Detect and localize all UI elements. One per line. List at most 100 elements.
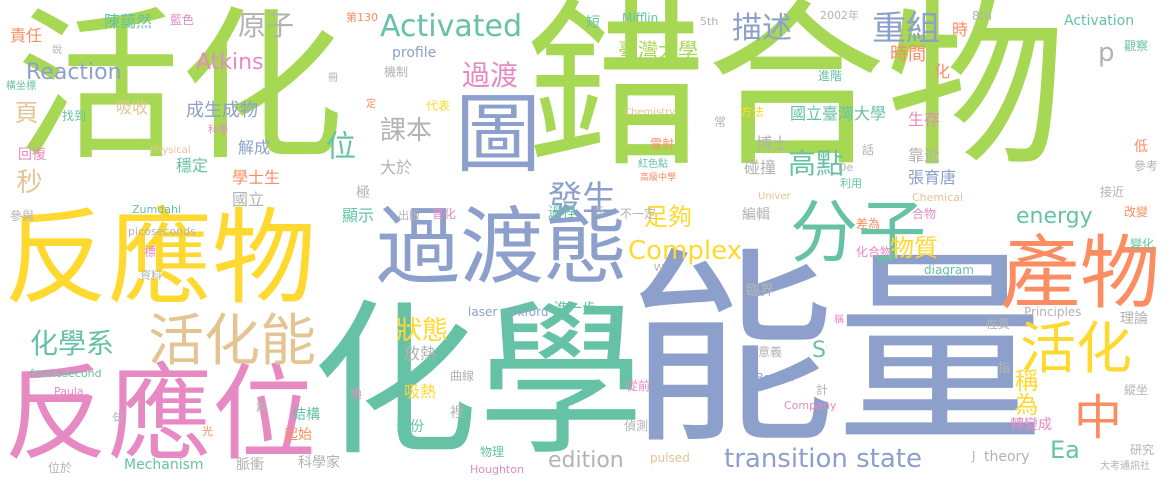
word-li: 裡 [450, 405, 464, 421]
word-guancha: 觀察 [1124, 39, 1149, 53]
word-dayu: 大於 [380, 158, 413, 177]
word-zeren: 責任 [10, 26, 43, 45]
word-chemical: Chemical [912, 191, 964, 204]
word-shengcun: 生存 [908, 110, 941, 129]
word-kexue: 科學 [208, 125, 228, 136]
word-zhangyutang: 張育唐 [908, 168, 957, 187]
word-hengzuo: 橫坐標 [6, 81, 36, 92]
word-oxford: Oxford [508, 305, 549, 319]
word-hua: 化 [934, 62, 951, 81]
word-taiwan-daxue: 臺灣大學 [618, 38, 698, 62]
word-zugou: 足夠 [644, 203, 692, 231]
word-8th: 8th [972, 9, 992, 23]
word-zhuanbian: 轉變成 [1010, 417, 1052, 433]
word-biao: 標 [144, 245, 157, 259]
word-paula: Paula [54, 385, 84, 398]
word-shijian: 時間 [890, 44, 926, 65]
word-linjie: 臨界 [746, 283, 774, 299]
word-theory: theory [984, 449, 1030, 465]
word-edition: edition [548, 448, 624, 473]
word-leishe: 雷射 [650, 137, 675, 151]
word-huahewu: 化合物 [856, 245, 893, 259]
word-ju: 句 [112, 411, 125, 425]
word-xueshisheng: 學士生 [232, 168, 281, 187]
word-boston: Boston [756, 371, 795, 384]
word-guodu: 過渡 [462, 59, 519, 92]
word-picoseconds: picoseconds [128, 225, 196, 238]
word-pengzhuang: 碰撞 [744, 158, 777, 177]
word-ji: 極 [356, 185, 370, 201]
word-fanyingwu: 反應物 [4, 197, 317, 319]
word-huohuaneng: 活化能 [148, 309, 316, 374]
word-energy: energy [1016, 204, 1093, 229]
word-physical: Physical [150, 145, 191, 156]
word-complex: Complex [628, 236, 743, 266]
word-huaxuexi: 化學系 [30, 327, 115, 360]
word-principles: Principles [1024, 305, 1082, 319]
word-guoli-taiwan: 國立臺灣大學 [790, 104, 887, 123]
word-gaoji: 高級中學 [640, 173, 677, 183]
word-profile: profile [392, 45, 437, 61]
word-chengwei: 稱為 [1010, 368, 1038, 416]
word-jizhi: 機制 [384, 65, 409, 79]
word-xire: 吸熱 [404, 382, 437, 401]
word-zumdahl: Zumdahl [132, 203, 181, 216]
word-daibiao: 代表 [426, 99, 451, 113]
word-zhong: 中 [1074, 390, 1123, 446]
word-jinyibu: 進一步 [554, 301, 596, 317]
word-ye: 頁 [10, 100, 38, 124]
word-guocheng: 過程 [548, 205, 576, 221]
word-xianshi: 顯示 [342, 206, 375, 225]
word-xishou: 吸收 [116, 98, 149, 117]
word-duan: 短 [586, 15, 600, 31]
word-zhi: 指 [998, 361, 1011, 375]
word-ea: Ea [1050, 436, 1080, 464]
word-quxian: 曲線 [450, 369, 475, 383]
word-weiyu: 位於 [48, 461, 73, 475]
word-yanjiu: 研究 [1130, 443, 1155, 457]
word-jisuan: 計 [816, 383, 829, 397]
word-laser: laser [468, 305, 498, 319]
word-gaodian: 高點 [788, 147, 845, 180]
word-fangre: 放熱 [404, 344, 437, 363]
word-kaojin: 靠近 [908, 146, 941, 165]
word-lanse: 藍色 [170, 13, 195, 27]
word-j: J [972, 449, 976, 463]
word-cuohewu: 錯合物 [526, 0, 1067, 192]
word-zhence: 偵測 [624, 419, 649, 433]
word-yuanzi: 原子 [238, 9, 295, 42]
word-shuo: 說 [52, 45, 62, 56]
word-s: S [812, 338, 826, 363]
word-pian: 篇 [256, 403, 266, 414]
word-mechanism: Mechanism [124, 457, 204, 473]
word-xingzhi: 性質 [986, 317, 1011, 331]
word-chongzu: 重組 [872, 9, 940, 49]
word-chang: 常 [714, 115, 727, 129]
word-company: Company [784, 399, 837, 412]
word-chengsheng: 成生成物 [186, 100, 258, 121]
word-huan: 換 [350, 387, 363, 401]
word-zhuangtai: 狀態 [396, 316, 449, 346]
word-atkins: Atkins [196, 50, 264, 75]
word-fasheng: 發生 [548, 179, 616, 219]
word-huohua: 活化 [16, 0, 345, 183]
word-mifflin: Mifflin [622, 11, 659, 25]
word-chemistry: Chemistry [624, 107, 676, 118]
word-fenzi: 分子 [790, 194, 927, 273]
word-keben: 課本 [380, 116, 433, 146]
word-ziliao: 資料 [140, 269, 162, 282]
word-diagram: diagram [924, 263, 974, 277]
word-miaoshu: 描述 [732, 11, 792, 46]
word-transition-state: transition state [724, 444, 922, 474]
word-ce: 冊 [328, 73, 338, 84]
word-chenhui: 陳藹然 [104, 12, 153, 31]
word-chanwu: 產物 [1000, 227, 1160, 320]
word-cankao: 參考 [1134, 159, 1159, 173]
word-2002: 2002年 [820, 9, 859, 22]
word-w: W [654, 263, 664, 274]
word-fangfa: 方法 [740, 105, 765, 119]
word-activated: Activated [380, 9, 522, 44]
word-huaxue: 化學 [312, 286, 644, 479]
word-congqian: 從前 [626, 379, 651, 393]
